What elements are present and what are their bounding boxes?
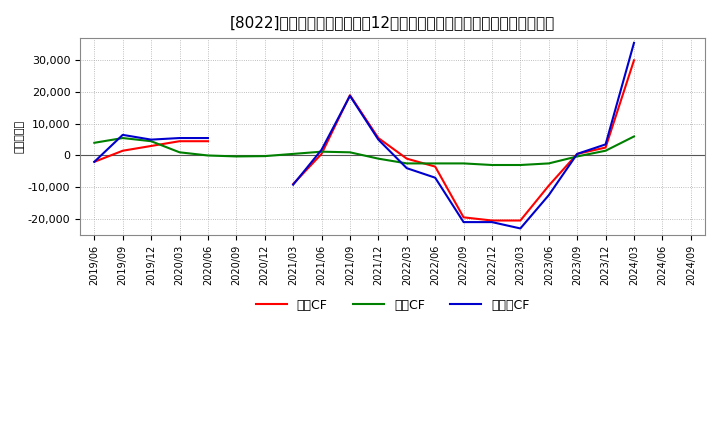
- 投資CF: [318, 149, 326, 154]
- 営業CF: [204, 139, 212, 144]
- 投資CF: [232, 154, 240, 159]
- Legend: 営業CF, 投資CF, フリーCF: 営業CF, 投資CF, フリーCF: [251, 294, 534, 317]
- 営業CF: [147, 143, 156, 149]
- 投資CF: [459, 161, 468, 166]
- Line: フリーCF: フリーCF: [94, 135, 208, 162]
- 投資CF: [118, 136, 127, 141]
- 投資CF: [544, 161, 553, 166]
- 投資CF: [487, 162, 496, 168]
- Line: 投資CF: 投資CF: [94, 136, 634, 165]
- フリーCF: [204, 136, 212, 141]
- フリーCF: [118, 132, 127, 138]
- 営業CF: [175, 139, 184, 144]
- フリーCF: [90, 159, 99, 165]
- 投資CF: [261, 154, 269, 159]
- フリーCF: [175, 136, 184, 141]
- Title: [8022]　キャッシュフローの12か月移動合計の対前年同期増減額の推移: [8022] キャッシュフローの12か月移動合計の対前年同期増減額の推移: [230, 15, 555, 30]
- 投資CF: [601, 148, 610, 154]
- 投資CF: [374, 156, 383, 161]
- フリーCF: [147, 137, 156, 142]
- 投資CF: [204, 153, 212, 158]
- 投資CF: [147, 139, 156, 144]
- 投資CF: [431, 161, 439, 166]
- 投資CF: [289, 151, 297, 157]
- Line: 営業CF: 営業CF: [94, 141, 208, 162]
- 営業CF: [90, 159, 99, 165]
- 投資CF: [573, 154, 582, 159]
- 営業CF: [118, 148, 127, 154]
- 投資CF: [516, 162, 525, 168]
- 投資CF: [402, 161, 411, 166]
- 投資CF: [90, 140, 99, 146]
- Y-axis label: （百万円）: （百万円）: [15, 120, 25, 153]
- 投資CF: [346, 150, 354, 155]
- 投資CF: [175, 150, 184, 155]
- 投資CF: [630, 134, 639, 139]
